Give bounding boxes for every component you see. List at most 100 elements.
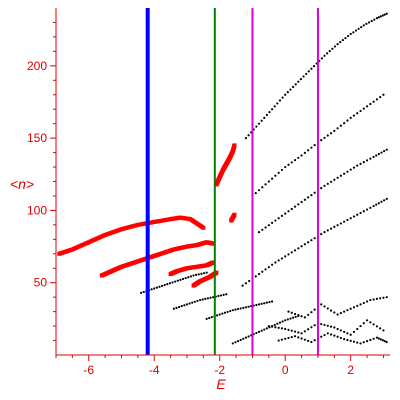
data-point — [310, 326, 313, 329]
data-point — [300, 315, 303, 318]
data-point — [305, 72, 308, 76]
data-point — [287, 253, 290, 256]
data-point — [261, 228, 264, 231]
data-point — [231, 342, 234, 345]
data-point — [362, 210, 365, 213]
data-point — [343, 220, 346, 223]
data-point — [377, 16, 380, 19]
data-point — [326, 229, 329, 232]
data-point — [287, 310, 290, 313]
data-point — [160, 284, 164, 287]
data-point — [372, 323, 375, 326]
data-point — [277, 259, 280, 262]
data-point — [365, 22, 368, 26]
data-point — [310, 239, 313, 242]
data-point — [329, 180, 333, 183]
data-point — [187, 276, 190, 279]
data-point — [343, 121, 346, 125]
data-point — [297, 331, 300, 334]
data-point — [205, 317, 208, 320]
data-point — [357, 27, 360, 30]
data-point — [377, 152, 380, 156]
data-point — [310, 67, 313, 70]
data-point — [326, 134, 329, 137]
data-point — [377, 202, 380, 205]
data-point — [219, 294, 223, 297]
data-point — [303, 198, 306, 201]
data-point — [359, 162, 362, 165]
data-point — [365, 208, 369, 211]
axes-layer: -6 -4 -2 0 2 50 100 150 200 — [27, 8, 390, 377]
data-point — [356, 304, 359, 307]
data-point — [263, 328, 266, 331]
data-point — [166, 283, 169, 286]
data-point — [284, 165, 287, 169]
data-point — [313, 143, 316, 147]
data-point — [181, 277, 185, 281]
data-point — [307, 70, 310, 73]
data-point — [179, 278, 182, 281]
data-point — [218, 313, 221, 316]
data-point — [280, 338, 284, 341]
data-point — [263, 116, 266, 119]
data-point — [176, 279, 179, 282]
data-point — [379, 95, 382, 99]
data-point — [339, 174, 342, 177]
x-tick-label: -6 — [83, 363, 94, 377]
data-point — [293, 249, 297, 252]
data-point — [293, 205, 297, 208]
data-point — [211, 241, 216, 246]
data-point — [354, 29, 358, 32]
data-point — [336, 224, 339, 227]
data-point — [271, 177, 274, 180]
data-point — [339, 329, 342, 332]
data-point — [290, 335, 293, 339]
data-point — [375, 154, 378, 157]
data-point — [323, 231, 326, 234]
data-point — [382, 93, 385, 96]
data-point — [278, 321, 282, 324]
data-point — [343, 310, 346, 313]
data-point — [276, 322, 279, 325]
data-point — [346, 170, 349, 173]
data-layer — [57, 12, 388, 345]
data-point — [267, 324, 270, 328]
data-point — [362, 341, 365, 344]
data-point — [232, 212, 237, 217]
data-point — [277, 171, 280, 174]
data-point — [268, 300, 271, 304]
data-point — [329, 333, 333, 336]
data-point — [352, 215, 356, 218]
data-point — [264, 268, 267, 271]
data-point — [385, 296, 388, 299]
data-point — [290, 329, 293, 332]
data-point — [291, 316, 295, 319]
data-point — [290, 207, 293, 211]
data-point — [287, 328, 290, 331]
data-point — [326, 52, 329, 55]
data-point — [375, 203, 378, 206]
data-point — [313, 237, 316, 240]
data-point — [274, 326, 277, 329]
data-point — [290, 251, 293, 254]
data-point — [313, 191, 316, 194]
data-point — [372, 204, 375, 208]
data-point — [289, 88, 292, 91]
data-point — [284, 93, 287, 96]
data-point — [307, 339, 310, 342]
data-point — [265, 327, 268, 330]
data-point — [241, 284, 244, 287]
data-point — [339, 222, 342, 225]
data-point — [369, 298, 372, 302]
data-point — [310, 340, 313, 344]
data-point — [248, 279, 251, 283]
data-point — [289, 317, 292, 320]
data-point — [323, 323, 326, 327]
x-tick-label: 0 — [282, 363, 289, 377]
data-point — [257, 231, 261, 234]
data-point — [180, 305, 183, 308]
data-point — [255, 303, 258, 307]
data-point — [343, 172, 346, 175]
data-point — [244, 137, 248, 140]
